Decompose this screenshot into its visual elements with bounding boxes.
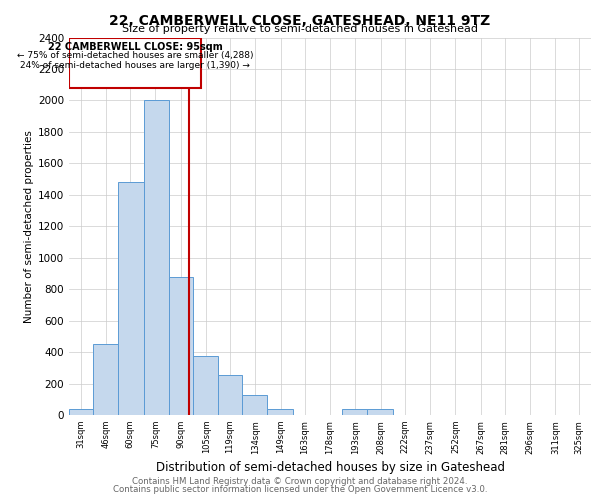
Y-axis label: Number of semi-detached properties: Number of semi-detached properties: [24, 130, 34, 322]
Text: Size of property relative to semi-detached houses in Gateshead: Size of property relative to semi-detach…: [122, 24, 478, 34]
Bar: [367, 410, 393, 415]
Bar: [193, 356, 218, 415]
Bar: [218, 375, 242, 415]
FancyBboxPatch shape: [69, 38, 201, 88]
Bar: [143, 100, 169, 415]
Bar: [169, 276, 193, 415]
Text: 22, CAMBERWELL CLOSE, GATESHEAD, NE11 9TZ: 22, CAMBERWELL CLOSE, GATESHEAD, NE11 9T…: [109, 14, 491, 28]
Text: ← 75% of semi-detached houses are smaller (4,288): ← 75% of semi-detached houses are smalle…: [17, 52, 253, 60]
Bar: [342, 410, 367, 415]
Bar: [69, 408, 93, 415]
Bar: [93, 344, 118, 415]
X-axis label: Distribution of semi-detached houses by size in Gateshead: Distribution of semi-detached houses by …: [155, 460, 505, 473]
Bar: [267, 408, 293, 415]
Bar: [242, 396, 267, 415]
Text: 24% of semi-detached houses are larger (1,390) →: 24% of semi-detached houses are larger (…: [20, 61, 250, 70]
Text: Contains public sector information licensed under the Open Government Licence v3: Contains public sector information licen…: [113, 484, 487, 494]
Text: Contains HM Land Registry data © Crown copyright and database right 2024.: Contains HM Land Registry data © Crown c…: [132, 477, 468, 486]
Bar: [118, 182, 143, 415]
Text: 22 CAMBERWELL CLOSE: 95sqm: 22 CAMBERWELL CLOSE: 95sqm: [48, 42, 223, 52]
